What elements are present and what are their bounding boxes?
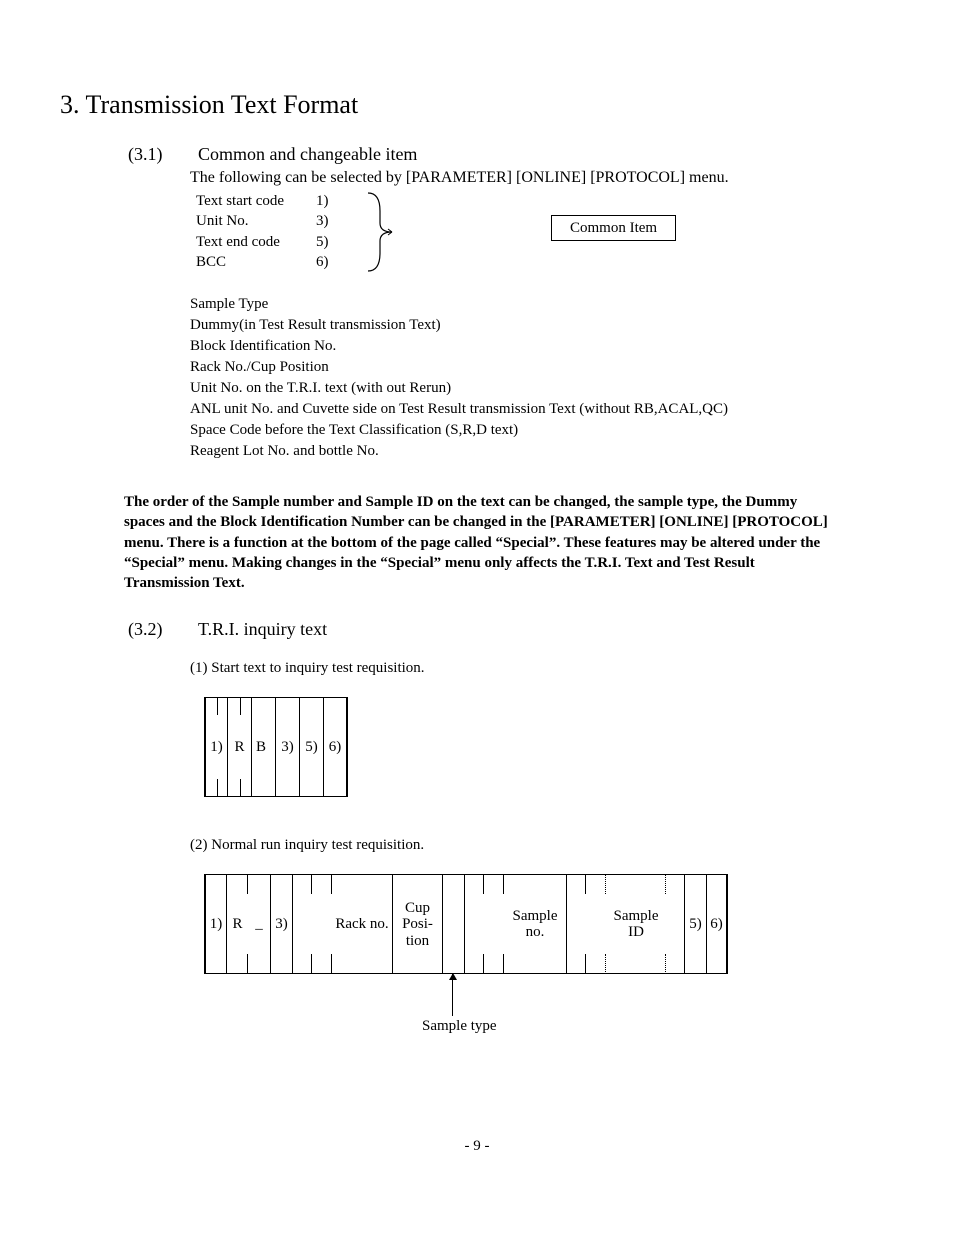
byte-cell [292, 874, 312, 974]
byte-cell [566, 874, 586, 974]
common-row: Text start code 1) [196, 191, 894, 211]
byte-cell: 5) [684, 874, 706, 974]
section-heading: 3. Transmission Text Format [60, 90, 894, 120]
subsection-title: T.R.I. inquiry text [198, 619, 327, 640]
common-row: BCC 6) [196, 252, 894, 272]
list-item: Rack No./Cup Position [190, 357, 894, 378]
common-label: Text start code [196, 191, 316, 211]
diagram-2: 1) R _ 3) Rack no. Cup Posi-tion Sample … [204, 874, 752, 974]
byte-cell: 5) [300, 697, 324, 797]
sample-no-cell: Sample no. [504, 874, 566, 974]
parameter-list: Sample Type Dummy(in Test Result transmi… [190, 294, 894, 462]
subsection-num: (3.1) [128, 144, 178, 165]
common-num: 5) [316, 232, 346, 252]
byte-cell: 3) [270, 874, 292, 974]
list-item: Space Code before the Text Classificatio… [190, 420, 894, 441]
list-item: Unit No. on the T.R.I. text (with out Re… [190, 378, 894, 399]
common-num: 3) [316, 211, 346, 231]
sample-id-cell: Sample ID [606, 874, 666, 974]
brace-icon [366, 191, 394, 273]
item-2-text: (2) Normal run inquiry test requisition. [190, 837, 894, 854]
common-item-box: Common Item [551, 215, 676, 241]
common-label: BCC [196, 252, 316, 272]
common-row: Text end code 5) [196, 232, 894, 252]
byte-cell: B [252, 697, 276, 797]
byte-cell: 6) [324, 697, 348, 797]
byte-cell: 1) [204, 697, 228, 797]
bold-paragraph: The order of the Sample number and Sampl… [124, 492, 830, 593]
list-item: Dummy(in Test Result transmission Text) [190, 315, 894, 336]
list-item: Reagent Lot No. and bottle No. [190, 441, 894, 462]
common-label: Text end code [196, 232, 316, 252]
byte-cell [464, 874, 484, 974]
rack-cell: Rack no. [332, 874, 392, 974]
subsection-title: Common and changeable item [198, 144, 417, 165]
common-num: 1) [316, 191, 346, 211]
byte-cell: _ [248, 874, 270, 974]
byte-cell: R [226, 874, 248, 974]
sample-type-cell [442, 874, 464, 974]
item-1-text: (1) Start text to inquiry test requisiti… [190, 660, 894, 677]
subsection-num: (3.2) [128, 619, 178, 640]
common-item-block: Text start code 1) Unit No. 3) Text end … [196, 191, 894, 272]
byte-cell: 1) [204, 874, 226, 974]
subsection-3-1-header: (3.1) Common and changeable item [128, 144, 894, 165]
byte-cell [666, 874, 684, 974]
list-item: Sample Type [190, 294, 894, 315]
list-item: Block Identification No. [190, 336, 894, 357]
intro-text: The following can be selected by [PARAME… [190, 169, 894, 187]
byte-cell: R [228, 697, 252, 797]
sample-type-label: Sample type [422, 1018, 497, 1035]
byte-cell: 3) [276, 697, 300, 797]
arrow-up-icon [452, 974, 453, 1016]
page-number: - 9 - [0, 1138, 954, 1155]
byte-cell [484, 874, 504, 974]
subsection-3-2-header: (3.2) T.R.I. inquiry text [128, 619, 894, 640]
page: 3. Transmission Text Format (3.1) Common… [0, 0, 954, 1235]
cup-cell: Cup Posi-tion [392, 874, 442, 974]
common-row: Unit No. 3) [196, 211, 894, 231]
common-num: 6) [316, 252, 346, 272]
list-item: ANL unit No. and Cuvette side on Test Re… [190, 399, 894, 420]
common-label: Unit No. [196, 211, 316, 231]
byte-cell [586, 874, 606, 974]
byte-cell: 6) [706, 874, 728, 974]
byte-cell [312, 874, 332, 974]
diagram-1: 1) R B 3) 5) 6) [204, 697, 894, 797]
